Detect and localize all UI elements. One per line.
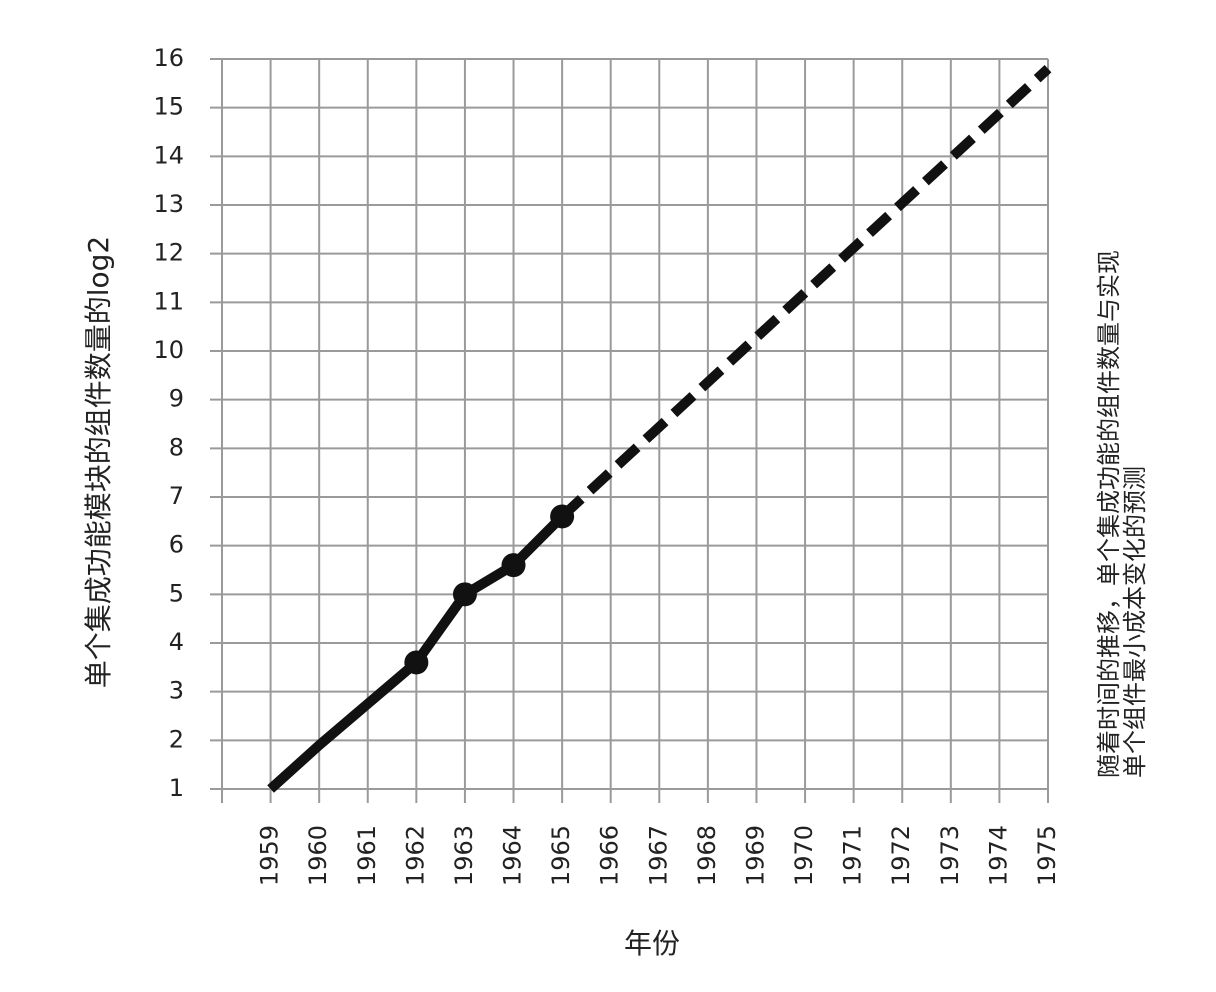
y-tick-label: 7 [169,482,184,510]
data-point [452,582,477,607]
x-tick-label: 1970 [790,825,818,886]
x-tick-label: 1962 [401,825,429,886]
annotation: 随着时间的推移，单个集成功能的组件数量与实现 [1095,250,1123,778]
x-axis-label: 年份 [624,927,680,960]
y-tick-label: 2 [169,725,184,753]
y-tick-label: 14 [153,141,184,169]
x-tick-label: 1964 [499,825,527,886]
y-tick-label: 12 [153,239,184,267]
y-tick-label: 8 [169,433,184,461]
x-tick-label: 1968 [693,825,721,886]
x-tick-label: 1969 [741,825,769,886]
x-tick-label: 1960 [304,825,332,886]
y-tick-label: 9 [169,385,184,413]
y-tick-label: 4 [169,628,184,656]
x-tick-label: 1973 [936,825,964,886]
x-tick-label: 1967 [644,825,672,886]
y-tick-label: 10 [153,336,184,364]
x-tick-label: 1963 [450,825,478,886]
y-tick-label: 13 [153,190,184,218]
x-tick-label: 1971 [839,825,867,886]
y-tick-label: 1 [169,774,184,802]
x-tick-label: 1961 [353,825,381,886]
x-tick-label: 1959 [256,825,284,886]
data-point [404,650,429,675]
data-point [501,553,526,578]
x-tick-label: 1965 [547,825,575,886]
x-tick-label: 1975 [1033,825,1061,886]
annotation: 单个组件最小成本变化的预测 [1121,466,1149,778]
x-tick-label: 1966 [596,825,624,886]
y-tick-label: 15 [153,93,184,121]
x-tick-label: 1972 [887,825,915,886]
y-tick-label: 6 [169,531,184,559]
projection-line [558,65,1052,521]
y-tick-label: 16 [153,44,184,72]
y-tick-label: 3 [169,677,184,705]
y-tick-label: 11 [153,287,184,315]
y-tick-label: 5 [169,579,184,607]
x-tick-label: 1974 [984,825,1012,886]
y-axis-label: 单个集成功能模块的组件数量的log2 [82,236,115,689]
